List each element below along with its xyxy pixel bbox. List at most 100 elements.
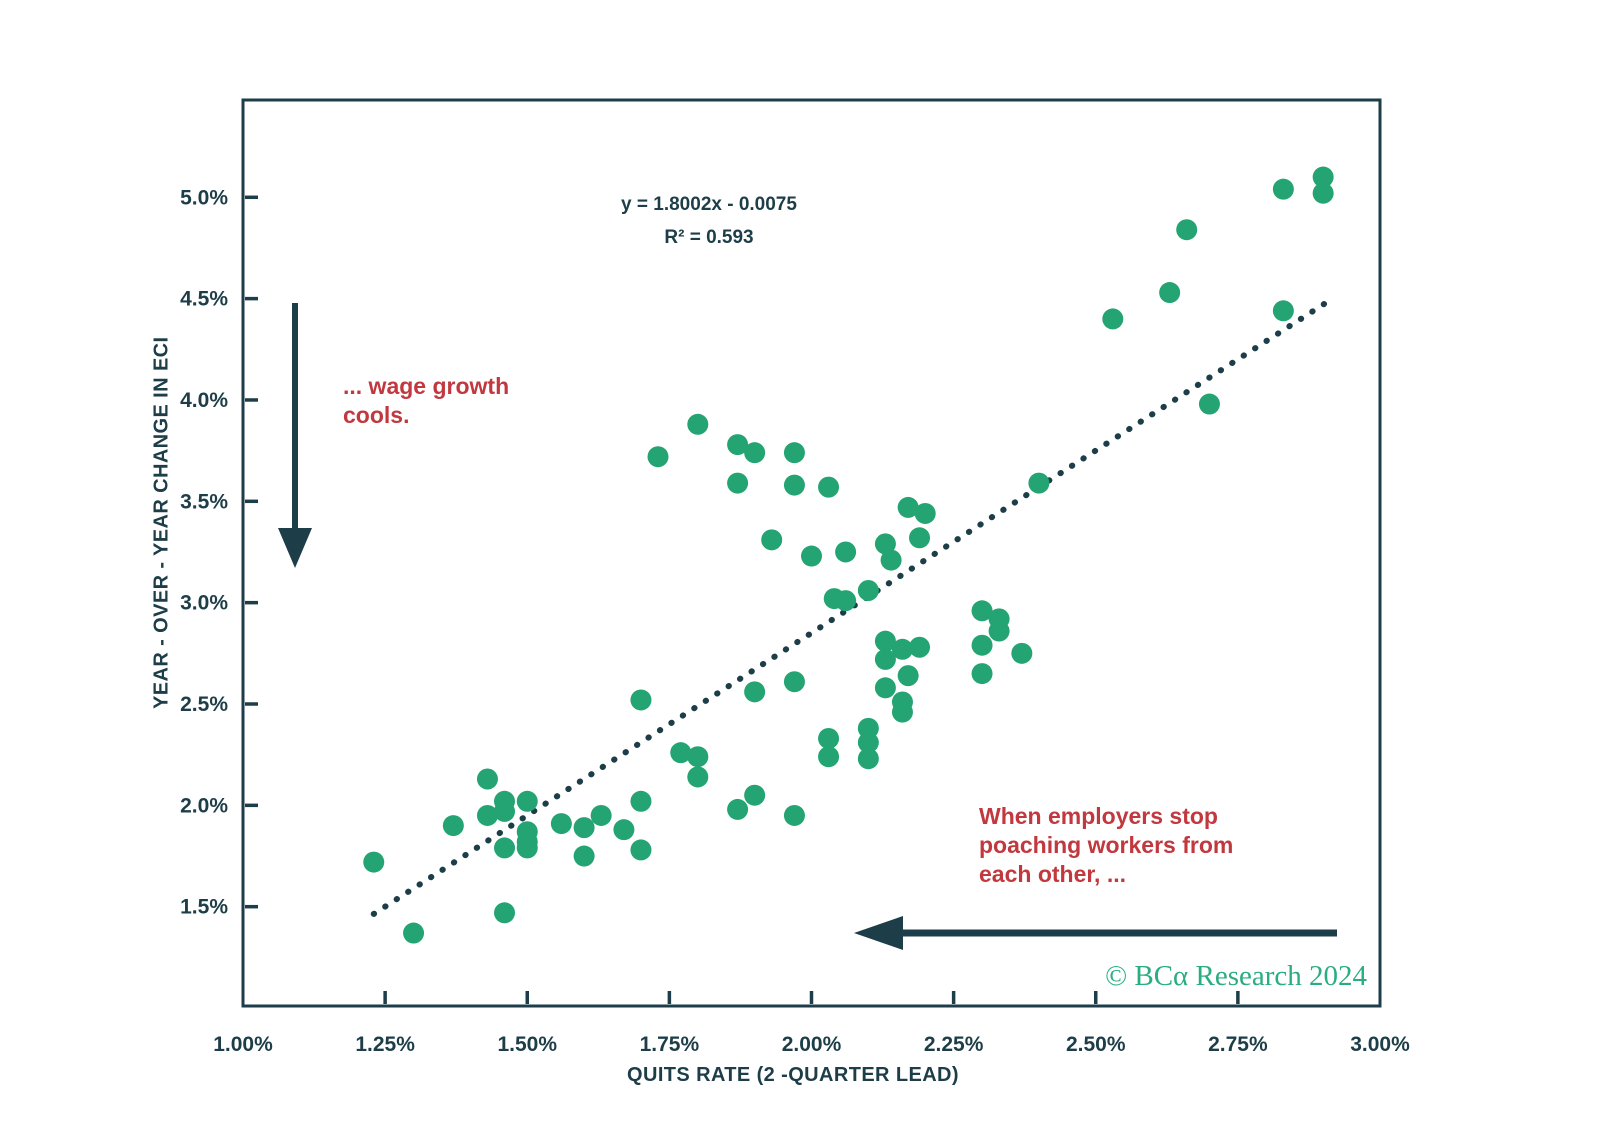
y-tick-label: 2.5% <box>180 693 228 716</box>
scatter-point <box>630 689 652 711</box>
scatter-point <box>1176 219 1198 241</box>
x-tick-label: 2.50% <box>1066 1033 1126 1056</box>
left-arrow <box>854 916 1337 950</box>
x-tick-label: 2.75% <box>1208 1033 1268 1056</box>
x-tick-label: 1.50% <box>497 1033 557 1056</box>
scatter-point <box>403 922 425 944</box>
axis-tick-labels: 1.00% 1.25% 1.50% 1.75% 2.00% 2.25% 2.50% 2.75%… <box>180 186 1410 1056</box>
trendline-dotted <box>370 297 1332 917</box>
scatter-points <box>363 166 1334 944</box>
x-tick-label: 1.00% <box>213 1033 273 1056</box>
scatter-point <box>857 579 879 601</box>
scatter-point <box>1159 282 1181 304</box>
trendline <box>370 297 1332 917</box>
scatter-point <box>516 790 538 812</box>
x-tick-label: 2.25% <box>924 1033 984 1056</box>
scatter-point <box>476 804 498 826</box>
scatter-point <box>801 545 822 567</box>
scatter-point <box>897 665 919 687</box>
scatter-point <box>783 804 805 826</box>
y-tick-label: 5.0% <box>180 186 228 209</box>
scatter-point <box>630 839 652 861</box>
scatter-point <box>1028 472 1050 494</box>
scatter-point <box>835 590 857 612</box>
scatter-point <box>880 549 902 571</box>
scatter-point <box>476 768 498 790</box>
scatter-point <box>783 671 805 693</box>
scatter-point <box>494 800 516 822</box>
scatter-point <box>516 837 538 859</box>
scatter-point <box>687 413 709 435</box>
scatter-point <box>670 742 692 764</box>
scatter-point <box>897 496 919 518</box>
scatter-point <box>494 902 516 924</box>
scatter-point <box>783 442 805 464</box>
x-tick-label: 3.00% <box>1350 1033 1410 1056</box>
x-tick-label: 1.25% <box>355 1033 415 1056</box>
scatter-point <box>914 502 936 524</box>
y-tick-label: 3.5% <box>180 490 228 513</box>
scatter-point <box>909 636 931 658</box>
x-tick-label: 2.00% <box>782 1033 842 1056</box>
r-squared-value: R² = 0.593 <box>664 227 754 248</box>
scatter-point <box>874 648 896 670</box>
scatter-point <box>494 837 516 859</box>
scatter-point <box>909 527 931 549</box>
scatter-point <box>835 541 857 563</box>
scatter-point <box>874 533 896 555</box>
scatter-point <box>891 701 913 723</box>
scatter-point <box>744 442 766 464</box>
annotation-wage-growth: ... wage growth cools. <box>343 373 510 428</box>
scatter-point <box>727 798 749 820</box>
scatter-point <box>891 638 913 660</box>
scatter-point <box>363 851 385 873</box>
scatter-point <box>727 472 749 494</box>
scatter-point <box>818 746 840 768</box>
trendline-equation: y = 1.8002x - 0.0075 <box>621 194 797 215</box>
scatter-point <box>761 529 783 551</box>
scatter-point <box>687 746 709 768</box>
scatter-point <box>442 815 464 837</box>
y-tick-label: 2.0% <box>180 794 228 817</box>
scatter-point <box>744 681 766 703</box>
y-tick-label: 3.0% <box>180 592 228 615</box>
x-tick-label: 1.75% <box>640 1033 700 1056</box>
scatter-point <box>1102 308 1124 330</box>
scatter-point <box>1312 166 1334 188</box>
scatter-point <box>988 620 1010 642</box>
scatter-point <box>783 474 805 496</box>
down-arrow <box>278 303 312 568</box>
y-tick-label: 1.5% <box>180 896 228 919</box>
scatter-point <box>647 446 669 468</box>
scatter-point <box>857 748 879 770</box>
scatter-point <box>1198 393 1220 415</box>
x-axis-title: QUITS RATE (2 -QUARTER LEAD) <box>627 1064 959 1086</box>
scatter-point <box>818 476 840 498</box>
scatter-point <box>1011 642 1033 664</box>
scatter-point <box>613 819 635 841</box>
equation-block: y = 1.8002x - 0.0075 R² = 0.593 <box>559 194 859 249</box>
scatter-point <box>630 790 652 812</box>
axis-ticks <box>245 195 1240 1004</box>
scatter-point <box>1312 182 1334 204</box>
scatter-point <box>971 663 993 685</box>
scatter-point <box>857 732 879 754</box>
copyright-bca-research: © BCα Research 2024 <box>1105 960 1367 992</box>
scatter-point <box>687 766 709 788</box>
scatter-point <box>971 600 993 622</box>
y-tick-label: 4.5% <box>180 288 228 311</box>
scatter-point <box>1272 178 1294 200</box>
scatter-point <box>573 817 595 839</box>
y-axis-title: YEAR - OVER - YEAR CHANGE IN ECI <box>150 336 173 710</box>
scatter-point <box>744 784 766 806</box>
scatter-point <box>727 434 749 456</box>
y-tick-label: 4.0% <box>180 389 228 412</box>
scatter-point <box>971 634 993 656</box>
scatter-point <box>818 727 840 749</box>
scatter-point <box>590 804 612 826</box>
scatter-point <box>874 630 896 652</box>
plot-border <box>241 98 1382 1008</box>
scatter-point <box>573 845 595 867</box>
